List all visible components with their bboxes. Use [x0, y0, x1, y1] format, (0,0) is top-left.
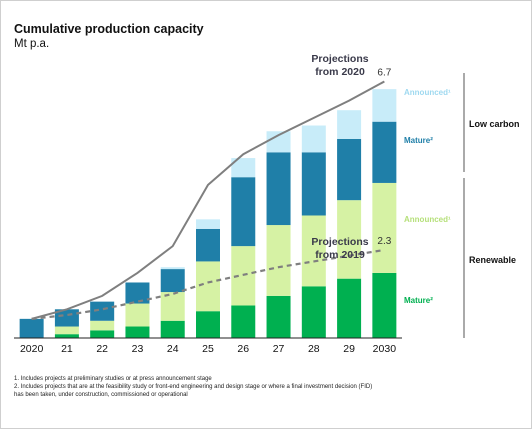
bar-2030-series-0	[372, 272, 397, 338]
chart-title: Cumulative production capacity	[14, 22, 204, 36]
bar-24-series-1	[160, 292, 185, 321]
bar-23-series-1	[125, 303, 150, 327]
bar-29-series-3	[337, 110, 362, 139]
bar-26-series-0	[231, 305, 256, 338]
x-tick-label-22: 22	[96, 343, 108, 355]
bar-24-series-3	[160, 267, 185, 270]
projection-line-0	[31, 80, 385, 320]
projection-2019-label-line2: from 2019	[315, 249, 365, 261]
segment-label-1: Mature²	[404, 136, 433, 145]
bar-2030-series-3	[372, 89, 397, 122]
footnotes: 1. Includes projects at preliminary stud…	[14, 375, 484, 399]
projection-end-label-1: 2.3	[377, 236, 391, 247]
x-tick-label-2020: 2020	[20, 343, 44, 355]
projection-line-1	[31, 248, 385, 320]
group-label-renewable: Renewable	[469, 255, 516, 265]
bar-25-series-1	[196, 261, 220, 312]
bar-24-series-0	[160, 320, 185, 338]
x-tick-label-2030: 2030	[373, 343, 397, 355]
segment-label-2: Announced¹	[404, 215, 451, 224]
x-tick-label-27: 27	[273, 343, 285, 355]
bar-28-series-1	[301, 215, 326, 287]
bar-27-series-0	[266, 295, 291, 338]
bar-29-series-0	[337, 278, 362, 338]
bar-2030-series-2	[372, 121, 397, 183]
projection-2020-label-line1: Projections	[311, 53, 368, 65]
bar-21-series-1	[54, 326, 79, 335]
chart-subtitle: Mt p.a.	[14, 38, 50, 50]
footnote-1: 1. Includes projects at preliminary stud…	[14, 376, 212, 382]
bar-27-series-3	[266, 131, 291, 153]
bar-25-series-3	[196, 219, 220, 229]
bar-22-series-0	[90, 330, 115, 338]
bar-26-series-2	[231, 177, 256, 247]
footnote-2: 2. Includes projects that are at the fea…	[14, 384, 373, 390]
projection-2019-label-line1: Projections	[311, 236, 368, 248]
bar-27-series-2	[266, 152, 291, 226]
bar-21-series-2	[54, 309, 79, 327]
bar-22-series-1	[90, 320, 115, 331]
projection-end-label-0: 6.7	[377, 67, 391, 78]
stacked-bar-chart: 2020 21 22 23 24 25 26 27 28 29 2030 6.7 2.3 Projecti…	[14, 53, 520, 355]
x-tick-label-28: 28	[308, 343, 320, 355]
footnote-2-cont: has been taken, under construction, comm…	[14, 392, 188, 398]
group-label-low-carbon: Low carbon	[469, 119, 520, 129]
bar-21-series-0	[54, 334, 79, 338]
bar-28-series-0	[301, 286, 326, 338]
x-tick-label-21: 21	[61, 343, 73, 355]
x-tick-label-23: 23	[132, 343, 144, 355]
x-tick-label-24: 24	[167, 343, 179, 355]
bar-2030-series-1	[372, 182, 397, 273]
bar-27-series-1	[266, 225, 291, 296]
bar-25-series-2	[196, 228, 220, 262]
bar-25-series-0	[196, 311, 220, 338]
projection-2020-label-line2: from 2020	[315, 66, 365, 78]
bar-23-series-0	[125, 326, 150, 338]
x-tick-label-26: 26	[237, 343, 249, 355]
bar-22-series-2	[90, 301, 115, 321]
bar-28-series-3	[301, 125, 326, 153]
bar-28-series-2	[301, 152, 326, 216]
bar-29-series-2	[337, 138, 362, 201]
x-tick-label-25: 25	[202, 343, 214, 355]
bar-26-series-3	[231, 158, 256, 178]
segment-label-0: Announced¹	[404, 88, 451, 97]
bar-29-series-1	[337, 200, 362, 279]
segment-label-3: Mature²	[404, 296, 433, 305]
x-tick-label-29: 29	[343, 343, 355, 355]
bar-23-series-2	[125, 282, 150, 304]
bar-24-series-2	[160, 269, 185, 293]
bar-2020-series-2	[19, 318, 44, 338]
